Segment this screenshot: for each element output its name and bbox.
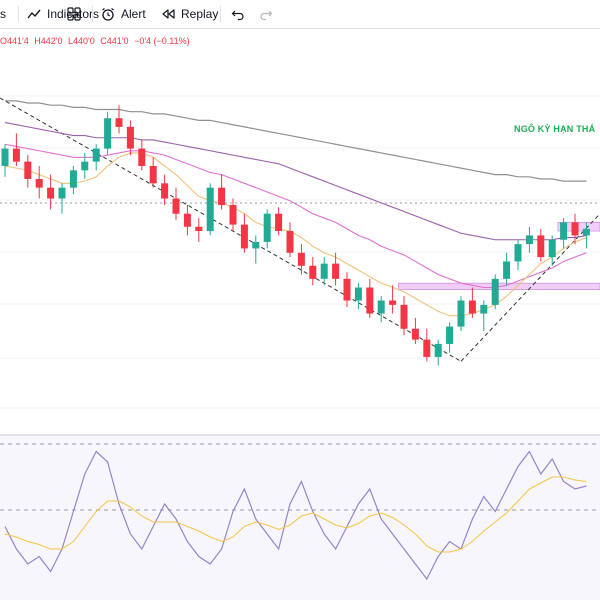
candle-body <box>286 231 294 253</box>
candle-body <box>400 304 408 329</box>
candle-body <box>58 187 66 199</box>
candle-body <box>309 265 317 279</box>
candle-body <box>297 252 305 266</box>
candle-body <box>195 226 203 232</box>
candle-body <box>104 118 112 149</box>
candle-body <box>240 224 248 249</box>
alert-label: Alert <box>121 7 146 21</box>
candle-body <box>81 161 89 171</box>
downtrend-line <box>0 97 462 362</box>
candle-body <box>343 278 351 301</box>
candle-body <box>423 339 431 357</box>
indicators-button[interactable]: Indicators <box>26 0 99 28</box>
alarm-clock-icon <box>102 8 114 21</box>
candle-body <box>468 300 476 314</box>
candle-body <box>183 213 191 227</box>
candle-body <box>35 178 43 188</box>
candle-body <box>389 300 397 305</box>
top-toolbar: s Indicators Alert Replay <box>0 0 600 29</box>
chart-annotation: NGÔ KỲ HẠN THÁ <box>514 124 596 134</box>
candle-body <box>332 263 340 279</box>
candle-body <box>126 126 134 149</box>
toolbar-partial-label: s <box>0 7 6 21</box>
oscillator-line <box>4 450 587 581</box>
toolbar-separator <box>220 6 221 22</box>
ma-long-line <box>5 100 587 182</box>
uptrend-line <box>460 213 600 362</box>
oscillator-band <box>0 436 600 600</box>
ma-fast-line <box>4 152 587 317</box>
redo-button[interactable] <box>258 0 274 28</box>
ohlc-close: C441'0 <box>100 36 129 46</box>
candle-body <box>514 244 522 262</box>
ma-mid-line <box>4 143 587 289</box>
candle-body <box>480 304 488 314</box>
replay-button[interactable]: Replay <box>160 0 218 28</box>
signal-line <box>4 476 587 553</box>
rewind-icon <box>162 9 175 19</box>
candle-body <box>366 287 374 314</box>
candle-body <box>229 205 237 225</box>
candle-body <box>138 148 146 166</box>
candle-body <box>206 187 214 232</box>
replay-label: Replay <box>181 7 219 21</box>
toolbar-separator <box>18 6 19 22</box>
price-chart[interactable] <box>0 28 600 434</box>
candle-body <box>149 165 157 184</box>
candle-body <box>172 198 180 214</box>
candle-body <box>491 278 499 305</box>
candle-body <box>24 161 32 179</box>
ohlc-change: −0'4 (−0.11%) <box>134 36 190 46</box>
candle-body <box>548 239 556 258</box>
oscillator-chart[interactable] <box>0 436 600 600</box>
candle-body <box>411 328 419 340</box>
candle-body <box>560 222 568 240</box>
ohlc-open: O441'4 <box>0 36 29 46</box>
toolbar-separator <box>92 6 93 22</box>
candle-body <box>457 300 465 327</box>
candle-body <box>1 148 9 166</box>
candle-body <box>12 148 20 162</box>
candle-body <box>115 118 123 127</box>
ohlc-legend: O441'4 H442'0 L440'0 C441'0 −0'4 (−0.11%… <box>0 36 193 46</box>
candle-body <box>434 343 442 357</box>
candle-body <box>252 241 260 249</box>
ma-slow-line <box>4 122 587 241</box>
candle-body <box>47 187 55 199</box>
undo-icon <box>231 10 244 21</box>
ohlc-high: H442'0 <box>34 36 63 46</box>
candle-body <box>571 222 579 236</box>
candle-body <box>263 213 271 242</box>
indicators-icon <box>27 9 41 19</box>
candle-body <box>92 148 100 162</box>
candle-body <box>582 228 590 236</box>
candle-body <box>275 213 283 232</box>
candle-body <box>446 326 454 344</box>
candle-body <box>161 183 169 199</box>
indicators-label: Indicators <box>47 7 100 21</box>
candle-body <box>320 263 328 279</box>
alert-button[interactable]: Alert <box>100 0 146 28</box>
templates-button[interactable] <box>66 0 82 28</box>
candle-body <box>377 300 385 314</box>
candle-body <box>525 235 533 245</box>
ohlc-low: L440'0 <box>68 36 95 46</box>
candle-body <box>218 187 226 206</box>
candle-body <box>354 287 362 301</box>
resistance-zone <box>557 222 600 232</box>
redo-icon <box>260 10 273 21</box>
candle-body <box>503 261 511 279</box>
candle-body <box>69 170 77 188</box>
candle-body <box>537 235 545 258</box>
undo-button[interactable] <box>230 0 246 28</box>
grid-icon <box>67 7 81 21</box>
pane-divider[interactable] <box>0 434 600 436</box>
